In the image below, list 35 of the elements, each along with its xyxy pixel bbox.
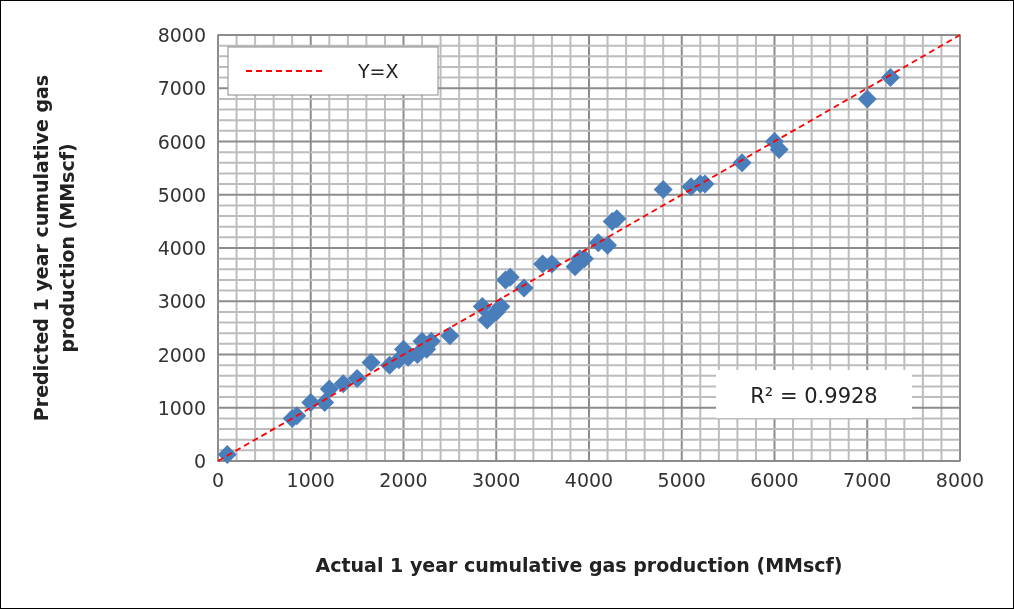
x-tick-label: 5000 (657, 469, 706, 491)
y-tick-label: 0 (193, 450, 206, 472)
x-tick-label: 8000 (935, 469, 985, 491)
point (514, 278, 534, 298)
x-tick-label: 6000 (750, 469, 799, 491)
x-axis-title: Actual 1 year cumulative gas production (MMscf) (315, 554, 843, 576)
x-tick-label: 1000 (286, 469, 335, 491)
y-tick-label: 3000 (157, 290, 206, 313)
point (477, 310, 497, 330)
annotation: R² = 0.9928 (750, 384, 878, 408)
y-tick-label: 4000 (157, 237, 206, 259)
point (653, 179, 673, 199)
point (598, 235, 618, 255)
x-tick-label: 4000 (564, 469, 614, 491)
y-tick-label: 5000 (157, 183, 206, 206)
y-tick-label: 6000 (157, 130, 206, 153)
y-tick-label: 7000 (157, 77, 206, 100)
y-axis-title: Predicted 1 year cumulative gas production (MMscf) (30, 74, 78, 422)
point (217, 445, 237, 465)
point (361, 352, 381, 372)
point (319, 379, 339, 399)
legend-label: Y=X (357, 60, 399, 82)
point (333, 374, 353, 394)
x-tick-label: 2000 (379, 469, 428, 491)
point (732, 153, 752, 173)
y-tick-label: 1000 (157, 396, 206, 419)
point (857, 89, 877, 109)
x-tick-label: 7000 (843, 469, 892, 491)
y-tick-label: 2000 (157, 343, 206, 366)
point (440, 326, 460, 346)
point (347, 368, 367, 388)
point (880, 68, 900, 88)
x-tick-label: 0 (211, 469, 225, 491)
y-tick-label: 8000 (157, 24, 206, 46)
x-tick-label: 3000 (472, 469, 521, 491)
